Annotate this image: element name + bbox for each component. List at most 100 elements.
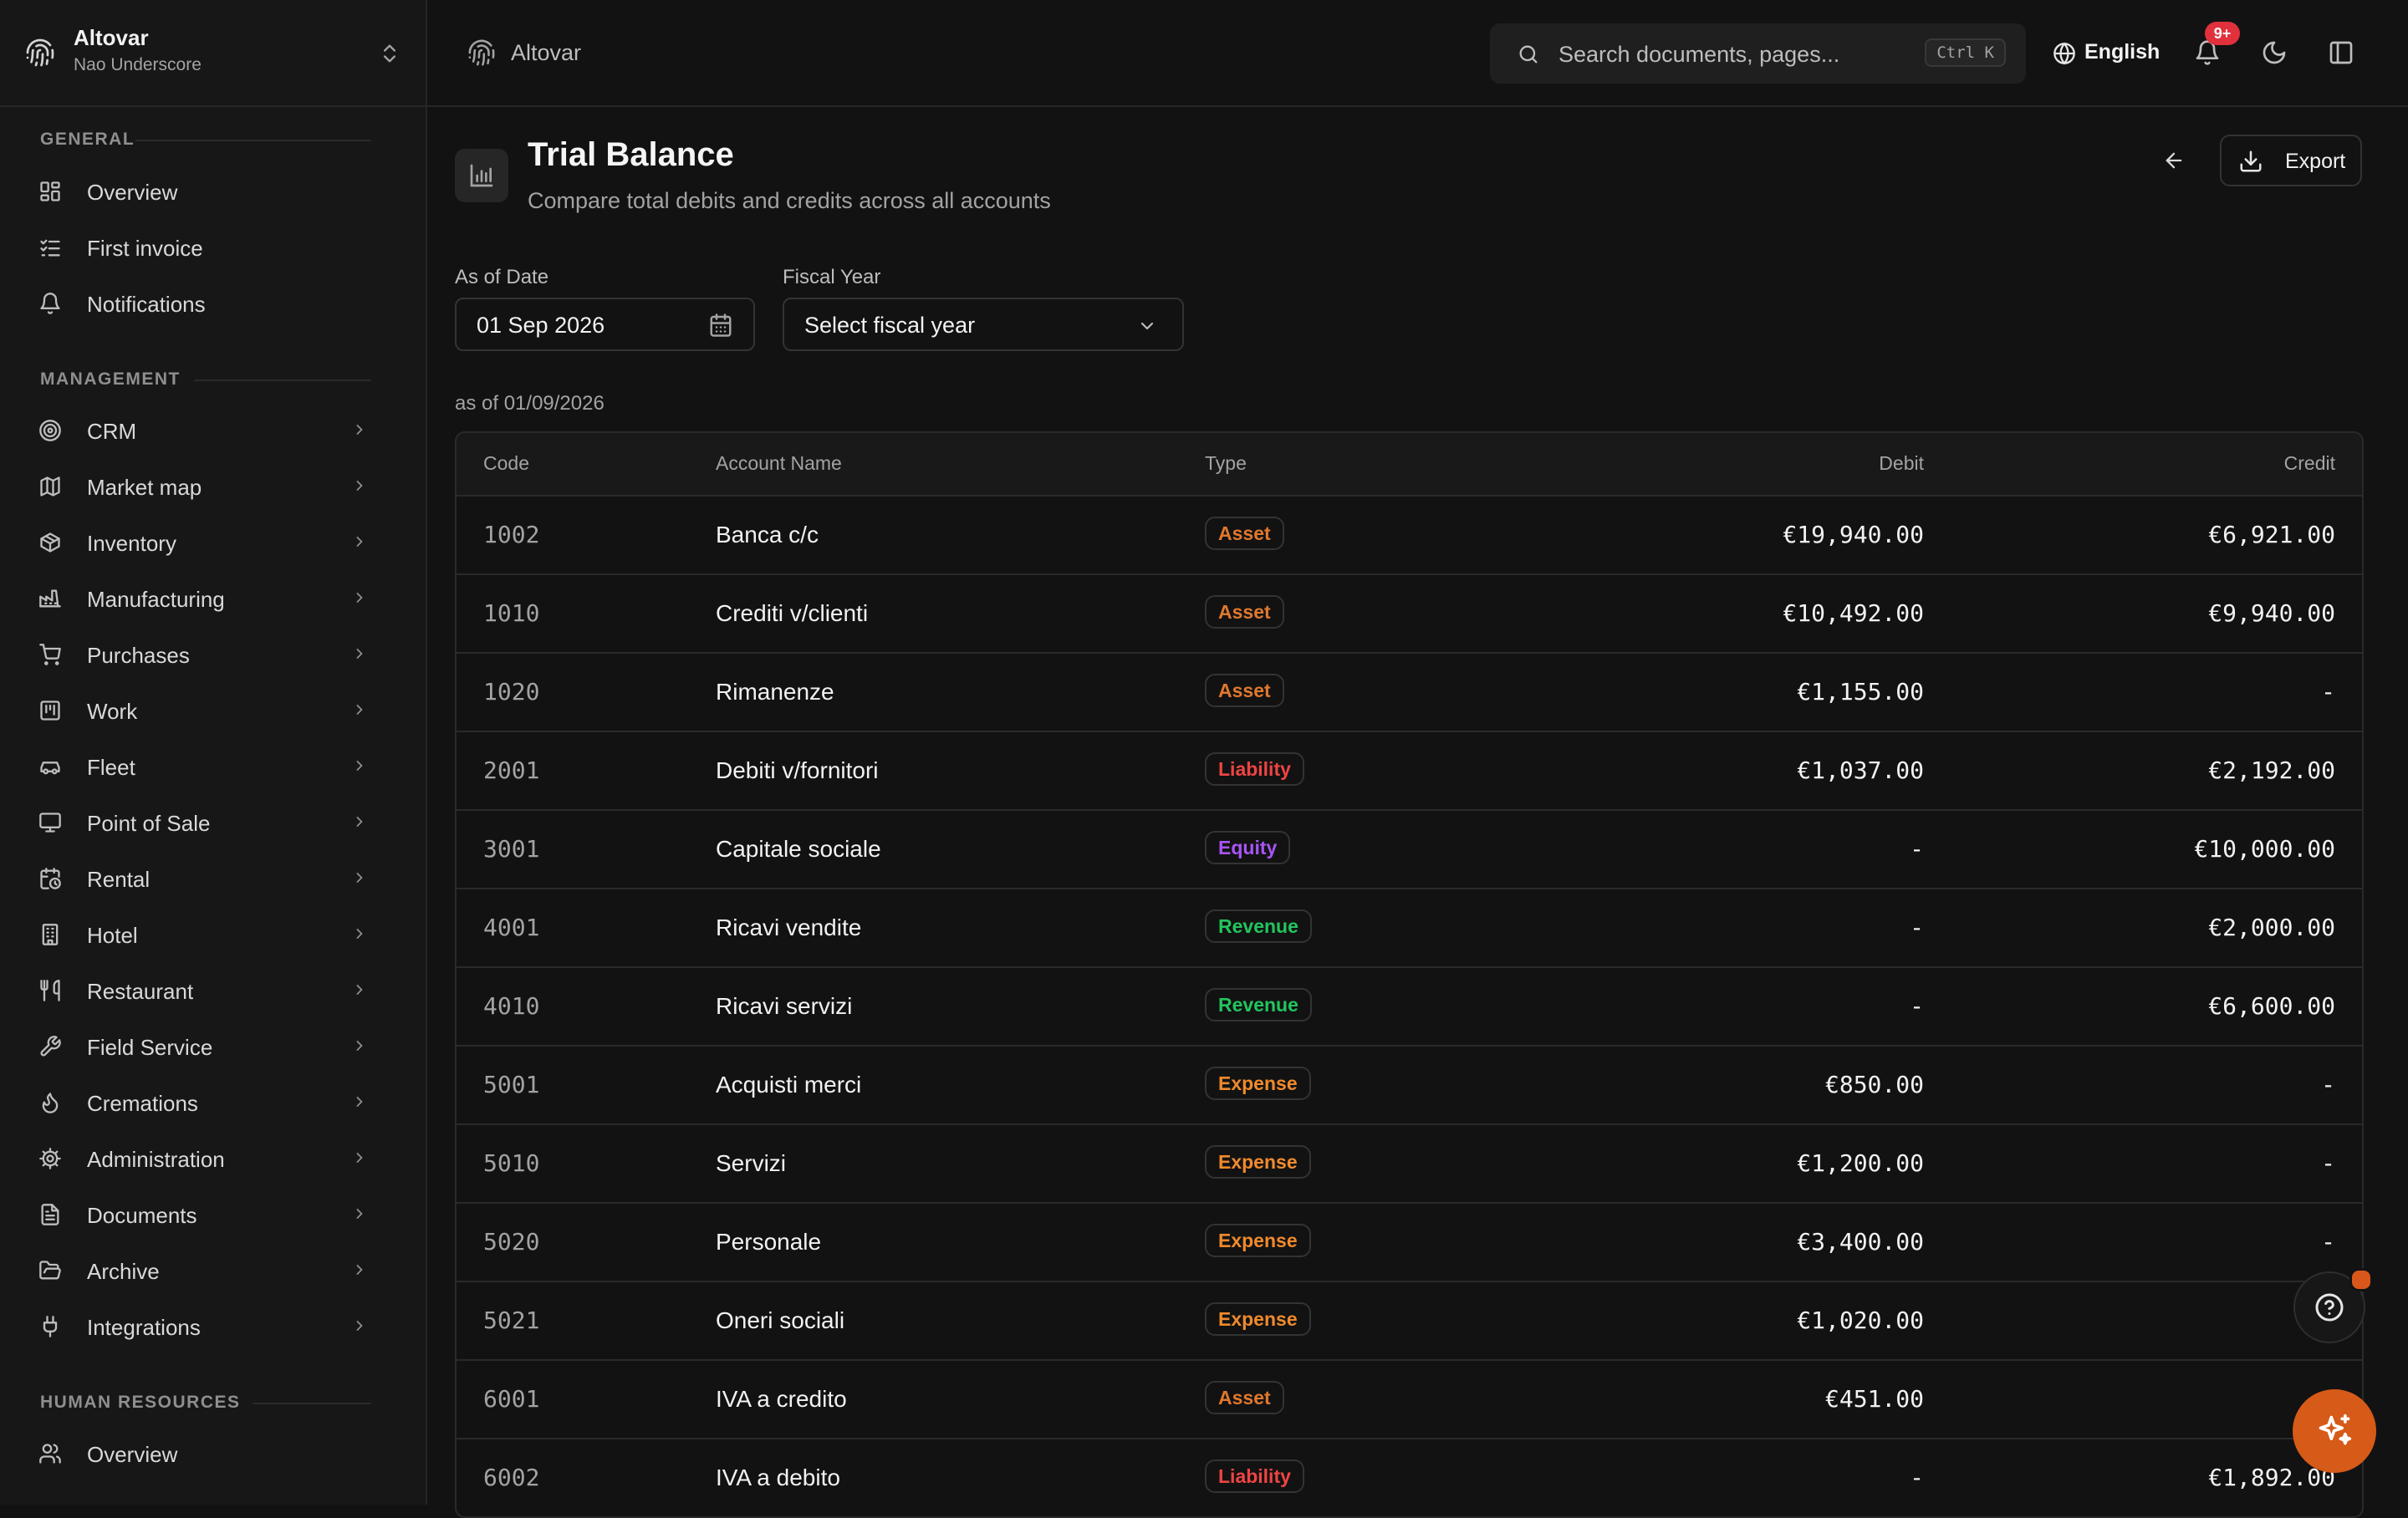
org-switcher[interactable]: Altovar Nao Underscore [0, 0, 426, 107]
notifications-bell-icon[interactable] [2194, 39, 2221, 66]
account-code: 5020 [483, 1228, 540, 1256]
sidebar-item-integrations[interactable]: Integrations [25, 1304, 376, 1347]
header-code[interactable]: Code [483, 452, 529, 474]
table-row[interactable]: 5001 Acquisti merci Expense €850.00 - [457, 1047, 2362, 1125]
sidebar-item-archive[interactable]: Archive [25, 1248, 376, 1291]
table-row[interactable]: 4010 Ricavi servizi Revenue - €6,600.00 [457, 968, 2362, 1047]
header-account-name[interactable]: Account Name [716, 452, 842, 474]
panel-toggle-icon[interactable] [2328, 39, 2354, 66]
chevron-right-icon [356, 649, 363, 659]
utensils-icon [40, 980, 60, 1001]
table-row[interactable]: 6002 IVA a debito Liability - €1,892.00 [457, 1439, 2362, 1516]
sidebar-item-purchases[interactable]: Purchases [25, 632, 376, 675]
fiscal-year-select[interactable]: Select fiscal year [783, 298, 1184, 351]
notifications-badge: 9+ [2205, 22, 2240, 45]
arrow-left-icon [2166, 152, 2182, 169]
search-shortcut: Ctrl K [1925, 38, 2006, 67]
search-placeholder: Search documents, pages... [1559, 42, 1840, 67]
org-name: Altovar [74, 25, 149, 50]
sidebar-item-label: Restaurant [87, 979, 194, 1004]
account-type-badge: Liability [1205, 752, 1304, 786]
report-icon-box [455, 149, 508, 202]
table-row[interactable]: 2001 Debiti v/fornitori Liability €1,037.00… [457, 732, 2362, 811]
download-icon [2240, 150, 2262, 172]
table-row[interactable]: 1020 Rimanenze Asset €1,155.00 - [457, 654, 2362, 732]
debit-amount: €1,020.00 [1797, 1307, 1924, 1334]
table-row[interactable]: 1010 Crediti v/clienti Asset €10,492.00 €9,9… [457, 575, 2362, 654]
breadcrumb-app-name[interactable]: Altovar [511, 40, 582, 65]
table-row[interactable]: 5020 Personale Expense €3,400.00 - [457, 1204, 2362, 1282]
header-credit[interactable]: Credit [2283, 452, 2335, 474]
chevron-right-icon [356, 1209, 363, 1219]
settings-icon [39, 1148, 61, 1169]
account-name: Acquisti merci [716, 1072, 862, 1098]
chevron-right-icon [356, 985, 363, 995]
sidebar-item-rental[interactable]: Rental [25, 856, 376, 899]
account-code: 4001 [483, 914, 540, 941]
sidebar-item-notifications[interactable]: Notifications [25, 281, 376, 324]
header-type[interactable]: Type [1205, 452, 1247, 474]
account-type-badge: Equity [1205, 831, 1291, 864]
ai-assistant-button[interactable] [2293, 1389, 2376, 1473]
debit-amount: - [1910, 992, 1924, 1020]
sidebar-item-restaurant[interactable]: Restaurant [25, 968, 376, 1011]
account-type-badge: Liability [1205, 1459, 1304, 1493]
table-header: Code Account Name Type Debit Credit [457, 433, 2362, 497]
folder-open-icon [39, 1261, 61, 1280]
sidebar-item-hr-overview[interactable]: Overview [25, 1431, 376, 1475]
sidebar-item-inventory[interactable]: Inventory [25, 520, 376, 563]
credit-amount: €2,192.00 [2208, 756, 2335, 784]
sidebar-item-manufacturing[interactable]: Manufacturing [25, 576, 376, 619]
account-code: 5010 [483, 1149, 540, 1177]
account-code: 1002 [483, 521, 540, 548]
sidebar-item-administration[interactable]: Administration [25, 1136, 376, 1179]
sidebar-item-field-service[interactable]: Field Service [25, 1024, 376, 1067]
sidebar-item-cremations[interactable]: Cremations [25, 1080, 376, 1123]
moon-icon[interactable] [2261, 39, 2288, 66]
sidebar-item-documents[interactable]: Documents [25, 1192, 376, 1235]
as-of-date-picker[interactable]: 01 Sep 2026 [455, 298, 755, 351]
bar-chart-icon [470, 164, 493, 187]
sidebar-item-label: Manufacturing [87, 587, 225, 612]
table-row[interactable]: 3001 Capitale sociale Equity - €10,000.00 [457, 811, 2362, 889]
sidebar-item-label: Field Service [87, 1035, 213, 1060]
account-code: 6001 [483, 1385, 540, 1413]
credit-amount: €6,921.00 [2208, 521, 2335, 548]
header-debit[interactable]: Debit [1879, 452, 1924, 474]
account-name: Banca c/c [716, 522, 819, 548]
sidebar-item-fleet[interactable]: Fleet [25, 744, 376, 787]
account-type-badge: Expense [1205, 1302, 1311, 1336]
sidebar-item-work[interactable]: Work [25, 688, 376, 731]
sidebar-item-hotel[interactable]: Hotel [25, 912, 376, 955]
dashboard-icon [40, 181, 60, 201]
chevron-right-icon [356, 1153, 363, 1163]
sidebar-item-market-map[interactable]: Market map [25, 464, 376, 507]
account-code: 5021 [483, 1307, 540, 1334]
sidebar-item-overview[interactable]: Overview [25, 169, 376, 212]
topbar: Altovar [427, 0, 2408, 107]
bell-icon [40, 293, 60, 314]
account-name: IVA a credito [716, 1386, 847, 1412]
sidebar-item-crm[interactable]: CRM [25, 408, 376, 451]
help-circle-icon [2315, 1293, 2344, 1322]
table-row[interactable]: 1002 Banca c/c Asset €19,940.00 €6,921.00 [457, 497, 2362, 575]
table-row[interactable]: 4001 Ricavi vendite Revenue - €2,000.00 [457, 889, 2362, 968]
chevron-down-icon [1140, 322, 1154, 330]
sidebar-item-label: Integrations [87, 1315, 201, 1340]
search-input[interactable]: Search documents, pages... Ctrl K [1490, 23, 2026, 84]
account-name: Servizi [716, 1150, 787, 1176]
sidebar-item-point-of-sale[interactable]: Point of Sale [25, 800, 376, 843]
calendar-icon [710, 313, 732, 337]
account-code: 1010 [483, 599, 540, 627]
back-button[interactable] [2150, 140, 2197, 181]
chevron-right-icon [356, 593, 363, 603]
table-row[interactable]: 5010 Servizi Expense €1,200.00 - [457, 1125, 2362, 1204]
export-button[interactable]: Export [2220, 135, 2362, 186]
account-code: 2001 [483, 756, 540, 784]
sidebar-item-first-invoice[interactable]: First invoice [25, 225, 376, 268]
section-divider [135, 140, 371, 141]
chevrons-up-down-icon[interactable] [378, 40, 401, 67]
account-name: Capitale sociale [716, 836, 881, 862]
